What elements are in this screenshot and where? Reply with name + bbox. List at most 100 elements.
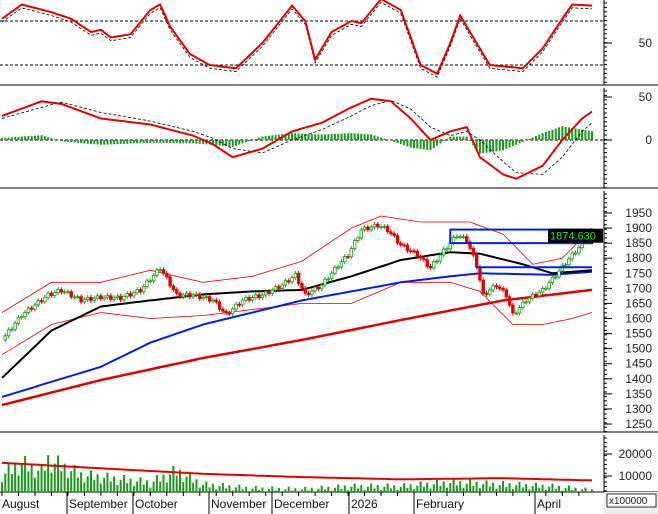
candle-body xyxy=(26,307,31,313)
candle-body xyxy=(494,285,499,288)
macd-tick-label: 50 xyxy=(639,90,653,104)
x-tick-label: August xyxy=(2,497,40,511)
candle-body xyxy=(59,289,64,293)
candle-body xyxy=(280,284,284,289)
candle-body xyxy=(237,303,242,306)
candle-body xyxy=(132,292,136,297)
candle-body xyxy=(270,289,274,294)
candle-body xyxy=(316,286,321,290)
price-tick-label: 1250 xyxy=(625,417,652,431)
candle-body xyxy=(76,296,80,299)
candle-body xyxy=(372,223,377,228)
candle-body xyxy=(142,286,146,293)
candle-body xyxy=(29,307,34,310)
candle-body xyxy=(441,248,446,256)
bollinger-upper xyxy=(1,215,593,313)
candle-body xyxy=(155,269,159,276)
rsi-panel xyxy=(0,0,604,85)
candle-body xyxy=(115,295,120,299)
candle-body xyxy=(343,256,347,263)
candle-body xyxy=(412,250,416,253)
candle-body xyxy=(257,294,261,299)
candle-body xyxy=(567,258,571,266)
candle-body xyxy=(379,226,383,229)
candle-body xyxy=(171,285,176,290)
candle-body xyxy=(570,252,574,260)
candle-body xyxy=(95,295,100,299)
candle-body xyxy=(554,276,558,279)
candle-body xyxy=(300,283,304,289)
candle-body xyxy=(352,240,357,250)
candle-body xyxy=(491,285,495,291)
candle-body xyxy=(369,226,373,231)
candle-body xyxy=(333,266,337,274)
candle-body xyxy=(399,242,403,246)
candle-body xyxy=(99,295,103,300)
candle-body xyxy=(418,256,423,259)
x-tick-label: November xyxy=(211,497,266,511)
candle-body xyxy=(527,297,532,303)
volume-unit-label: x100000 xyxy=(609,496,648,507)
rsi-signal-line xyxy=(1,1,593,78)
volume-tick-label: 10000 xyxy=(619,469,653,483)
volume-unit-box xyxy=(606,493,657,508)
candle-body xyxy=(194,293,199,296)
candle-body xyxy=(247,297,251,301)
candle-body xyxy=(455,236,459,239)
price-tick-label: 1550 xyxy=(625,327,652,341)
candle-body xyxy=(468,241,472,249)
candle-body xyxy=(405,244,410,252)
candle-body xyxy=(82,299,87,303)
candle-body xyxy=(20,316,24,319)
x-tick-label: April xyxy=(537,497,561,511)
candle-body xyxy=(547,282,551,289)
candle-body xyxy=(122,296,126,301)
candle-body xyxy=(366,226,370,231)
candle-body xyxy=(346,256,350,258)
candle-body xyxy=(85,296,90,301)
candle-body xyxy=(112,297,116,300)
candle-body xyxy=(109,295,113,300)
candle-body xyxy=(148,280,153,283)
candle-body xyxy=(432,261,436,269)
candle-body xyxy=(359,229,363,239)
candle-body xyxy=(10,328,14,331)
candle-body xyxy=(438,254,443,262)
price-tick-label: 1600 xyxy=(625,312,652,326)
candle-body xyxy=(428,266,433,269)
candle-body xyxy=(550,276,555,284)
candle-body xyxy=(6,329,11,337)
candle-body xyxy=(102,296,106,300)
candle-body xyxy=(283,280,288,286)
candle-body xyxy=(517,307,522,314)
candle-body xyxy=(53,292,57,297)
candle-body xyxy=(204,296,209,299)
candle-body xyxy=(125,293,129,298)
candle-body xyxy=(49,292,54,297)
price-tick-label: 1300 xyxy=(625,402,652,416)
candle-body xyxy=(498,286,502,289)
candle-body xyxy=(557,270,561,278)
price-tick-label: 1650 xyxy=(625,296,652,310)
candle-body xyxy=(178,292,182,298)
candle-body xyxy=(3,335,7,341)
candle-body xyxy=(356,237,360,241)
candle-body xyxy=(395,235,400,244)
candle-body xyxy=(524,301,528,304)
candle-body xyxy=(214,299,218,303)
candle-body xyxy=(290,277,294,283)
candle-body xyxy=(161,269,166,274)
last-price-badge xyxy=(548,228,603,243)
price-tick-label: 1900 xyxy=(625,221,652,235)
candle-body xyxy=(184,292,189,296)
candle-body xyxy=(250,297,255,301)
candle-body xyxy=(69,291,73,298)
candle-body xyxy=(303,287,307,294)
candle-body xyxy=(62,291,67,294)
candle-body xyxy=(425,259,429,267)
candle-body xyxy=(39,300,44,303)
candle-body xyxy=(465,236,469,243)
candle-body xyxy=(105,295,110,298)
x-tick-label: September xyxy=(69,497,128,511)
